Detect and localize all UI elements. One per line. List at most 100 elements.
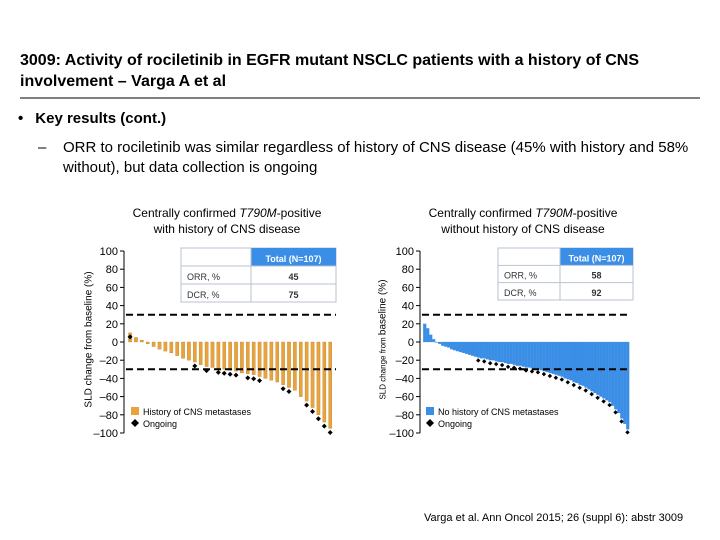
right-bar bbox=[435, 341, 439, 343]
right-ongoing-marker bbox=[565, 380, 570, 385]
right-bar bbox=[426, 328, 430, 343]
left-y-tick-label: –100 bbox=[94, 428, 118, 440]
right-y-tick-label: –100 bbox=[390, 428, 414, 440]
right-bar bbox=[557, 341, 561, 376]
right-table-row-label: DCR, % bbox=[504, 288, 537, 298]
right-bar bbox=[461, 341, 466, 354]
right-bar bbox=[432, 339, 436, 343]
left-bar bbox=[322, 341, 327, 423]
dash-icon: – bbox=[38, 139, 47, 156]
left-chart-title-prefix: Centrally confirmed bbox=[132, 206, 240, 220]
right-ongoing-marker bbox=[535, 370, 541, 375]
right-bar bbox=[482, 341, 487, 359]
left-chart-title-mutation: T790M bbox=[239, 206, 277, 220]
right-bar bbox=[488, 341, 493, 361]
right-bar bbox=[563, 341, 567, 379]
right-bar bbox=[617, 341, 621, 414]
left-y-tick-label: –20 bbox=[100, 355, 118, 367]
left-bar bbox=[228, 341, 232, 371]
right-ongoing-marker bbox=[476, 358, 481, 363]
right-bar bbox=[473, 341, 478, 357]
left-ongoing-marker bbox=[257, 378, 263, 384]
right-bar bbox=[578, 341, 582, 385]
left-y-tick-label: 60 bbox=[106, 282, 118, 294]
right-bar bbox=[470, 341, 475, 356]
right-y-tick-label: –20 bbox=[396, 355, 414, 367]
right-ongoing-marker bbox=[529, 369, 535, 374]
right-bar bbox=[518, 341, 522, 366]
right-bar bbox=[614, 341, 618, 410]
right-bar bbox=[467, 341, 472, 355]
left-y-tick-label: –80 bbox=[100, 410, 118, 422]
left-ongoing-marker bbox=[192, 363, 198, 369]
left-bar bbox=[251, 341, 256, 375]
bullet-dot-icon: • bbox=[18, 110, 24, 127]
right-bar bbox=[521, 341, 525, 367]
left-bar bbox=[240, 341, 244, 374]
left-bar bbox=[145, 341, 150, 344]
right-table-header-bg bbox=[560, 248, 633, 266]
citation: Varga et al. Ann Oncol 2015; 26 (suppl 6… bbox=[424, 512, 684, 524]
right-bar bbox=[479, 341, 484, 359]
right-ongoing-marker bbox=[499, 362, 505, 368]
right-bar bbox=[608, 341, 612, 403]
right-bar bbox=[455, 341, 460, 352]
right-ongoing-marker bbox=[625, 430, 630, 435]
right-bar bbox=[500, 341, 504, 363]
left-bar bbox=[316, 341, 321, 415]
right-bar bbox=[533, 341, 537, 370]
left-y-tick-label: 20 bbox=[106, 319, 118, 331]
left-bar bbox=[140, 340, 144, 343]
left-legend-swatch bbox=[131, 407, 139, 415]
right-chart-title-mutation: T790M bbox=[535, 206, 573, 220]
left-bar bbox=[299, 341, 303, 397]
right-legend-ongoing-icon bbox=[426, 419, 434, 427]
right-ongoing-marker bbox=[487, 361, 493, 366]
right-y-tick-label: 0 bbox=[408, 337, 414, 349]
left-ongoing-marker bbox=[286, 389, 292, 394]
left-chart-title-line2: with history of CNS disease bbox=[153, 222, 301, 236]
right-bar bbox=[575, 341, 579, 384]
right-table-row-label: ORR, % bbox=[504, 271, 537, 281]
left-bar bbox=[287, 341, 291, 388]
right-legend-ongoing-label: Ongoing bbox=[438, 419, 472, 429]
left-ongoing-marker bbox=[280, 386, 286, 392]
left-legend-ongoing-label: Ongoing bbox=[143, 419, 177, 429]
left-chart-title-suffix: -positive bbox=[276, 206, 322, 220]
right-ongoing-marker bbox=[577, 385, 582, 390]
left-ongoing-marker bbox=[233, 372, 239, 378]
left-bar bbox=[263, 341, 268, 379]
left-bar bbox=[157, 341, 162, 350]
left-table-header-bg bbox=[251, 248, 336, 266]
right-bar bbox=[512, 341, 516, 365]
right-bar bbox=[566, 341, 570, 380]
left-y-tick-label: 0 bbox=[112, 337, 118, 349]
left-bar bbox=[328, 341, 332, 429]
right-ongoing-marker bbox=[607, 402, 612, 408]
right-ongoing-marker bbox=[571, 382, 576, 388]
right-bar bbox=[497, 341, 501, 363]
right-bar bbox=[581, 341, 585, 386]
right-y-tick-label: –80 bbox=[396, 410, 414, 422]
right-table-header: Total (N=107) bbox=[568, 253, 624, 263]
right-ongoing-marker bbox=[583, 388, 588, 393]
right-bar bbox=[530, 341, 534, 369]
right-ongoing-marker bbox=[547, 373, 553, 379]
right-bar bbox=[539, 341, 543, 371]
right-y-tick-label: –40 bbox=[396, 373, 414, 385]
left-ongoing-marker bbox=[221, 370, 227, 376]
left-ongoing-marker bbox=[310, 409, 316, 415]
left-bar bbox=[181, 341, 185, 359]
left-bar bbox=[187, 341, 191, 361]
right-bar bbox=[524, 341, 528, 368]
right-ongoing-marker bbox=[559, 377, 565, 382]
right-bar bbox=[545, 341, 549, 373]
right-bar bbox=[542, 341, 546, 372]
right-bar bbox=[548, 341, 552, 374]
right-bar bbox=[572, 341, 576, 383]
right-bar bbox=[620, 341, 624, 419]
left-bar bbox=[193, 341, 197, 363]
right-bar bbox=[444, 341, 448, 347]
right-chart-title: Centrally confirmed T790M-positive witho… bbox=[392, 205, 654, 237]
right-table-row-value: 92 bbox=[591, 288, 601, 298]
